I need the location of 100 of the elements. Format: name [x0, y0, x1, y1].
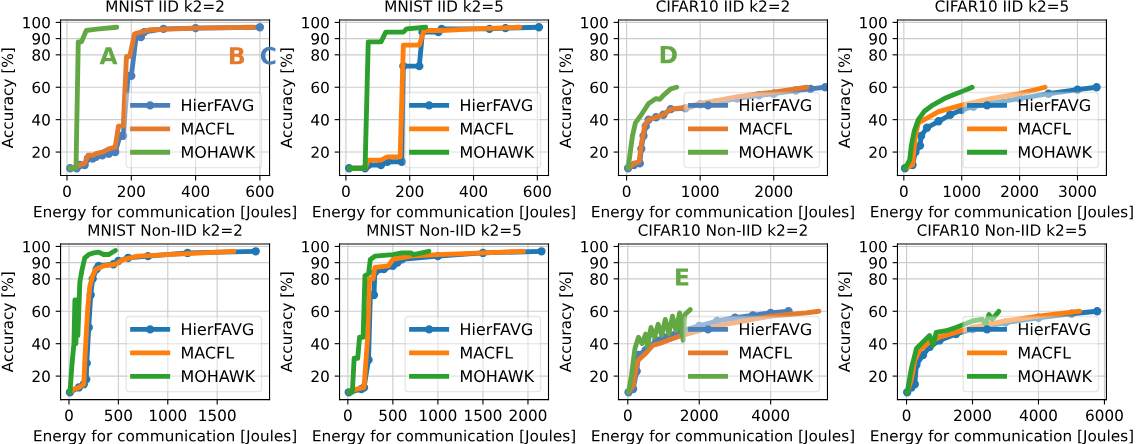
y-tick-label: 90	[311, 257, 329, 269]
legend-label: MACFL	[461, 122, 514, 135]
x-tick-label: 2000	[680, 409, 718, 422]
x-axis-title: Energy for communication [Joules]	[34, 429, 296, 444]
x-tick-label: 0	[63, 185, 71, 198]
y-tick-label: 20	[311, 370, 329, 383]
y-tick-label: 80	[32, 49, 50, 61]
y-axis-title: Accuracy [%]	[1, 48, 17, 149]
x-axis-title: Energy for communication [Joules]	[313, 429, 575, 444]
x-tick-label: 0	[899, 185, 908, 198]
y-tick-label: 40	[590, 114, 608, 126]
legend-label: MOHAWK	[182, 146, 256, 159]
x-tick-label: 1000	[420, 409, 457, 422]
x-tick-label: 1500	[199, 409, 236, 422]
chart-title: CIFAR10 IID k2=2	[656, 0, 789, 12]
x-tick-label: 500	[104, 409, 132, 422]
legend-label: HierFAVG	[461, 98, 532, 112]
x-tick-label: 1000	[943, 185, 981, 198]
legend-label: MOHAWK	[739, 146, 814, 159]
chart-title: MNIST IID k2=2	[106, 0, 224, 12]
y-tick-label: 100	[302, 16, 329, 29]
y-tick-label: 40	[311, 114, 329, 126]
chart-title: MNIST IID k2=5	[385, 0, 503, 12]
legend-label: MACFL	[1018, 346, 1071, 359]
legend-label: HierFAVG	[739, 322, 811, 336]
legend-label: HierFAVG	[182, 98, 253, 112]
x-tick-label: 0	[343, 409, 352, 422]
y-tick-label: 40	[869, 114, 887, 126]
chart-title: CIFAR10 Non-IID k2=5	[917, 224, 1086, 236]
y-tick-label: 100	[860, 240, 887, 253]
y-tick-label: 60	[311, 81, 329, 94]
legend-label: MACFL	[1018, 122, 1071, 135]
legend-label: HierFAVG	[461, 322, 532, 336]
y-tick-label: 80	[590, 49, 608, 61]
x-tick-label: 0	[622, 185, 631, 198]
legend-label: MACFL	[461, 346, 514, 359]
x-tick-label: 1000	[150, 409, 187, 422]
y-tick-label: 40	[32, 114, 50, 126]
y-axis-title: Accuracy [%]	[838, 48, 854, 149]
x-tick-label: 2000	[1001, 185, 1039, 198]
x-tick-label: 500	[379, 409, 407, 422]
y-axis-title: Accuracy [%]	[559, 48, 575, 149]
y-tick-label: 60	[311, 305, 329, 318]
legend-label: MOHAWK	[739, 370, 814, 383]
y-tick-label: 80	[590, 273, 608, 285]
y-tick-label: 60	[32, 305, 50, 318]
y-tick-label: 80	[869, 49, 887, 61]
legend-label: HierFAVG	[1018, 98, 1090, 112]
y-tick-label: 100	[302, 240, 329, 253]
chart-title: MNIST Non-IID k2=2	[88, 224, 242, 236]
x-tick-label: 4000	[1019, 409, 1057, 422]
legend-label: MACFL	[739, 346, 792, 359]
y-tick-label: 100	[581, 16, 608, 29]
x-axis-title: Energy for communication [Joules]	[313, 205, 575, 221]
legend-label: MOHAWK	[1018, 146, 1093, 159]
y-tick-label: 90	[590, 33, 608, 45]
x-tick-label: 200	[396, 185, 424, 198]
y-tick-label: 80	[311, 49, 329, 61]
x-tick-label: 600	[246, 185, 274, 198]
annotation: D	[660, 45, 677, 64]
y-tick-label: 20	[311, 146, 329, 159]
y-tick-label: 100	[581, 240, 608, 253]
y-axis-title: Accuracy [%]	[559, 272, 575, 373]
annotation: A	[99, 47, 118, 65]
x-tick-label: 0	[342, 185, 350, 198]
y-axis-title: Accuracy [%]	[280, 272, 296, 373]
x-tick-label: 2000	[755, 185, 793, 198]
y-tick-label: 90	[869, 257, 887, 269]
x-tick-label: 200	[117, 185, 145, 198]
x-axis-title: Energy for communication [Joules]	[871, 205, 1133, 221]
y-axis-title: Accuracy [%]	[280, 48, 296, 149]
y-tick-label: 40	[590, 338, 608, 350]
legend-label: MACFL	[182, 346, 235, 359]
y-tick-label: 90	[590, 257, 608, 269]
y-tick-label: 80	[869, 273, 887, 285]
chart-title: CIFAR10 IID k2=5	[935, 0, 1068, 12]
y-tick-label: 60	[869, 81, 887, 94]
legend-label: MACFL	[739, 122, 792, 135]
x-axis-title: Energy for communication [Joules]	[592, 429, 854, 444]
y-tick-label: 60	[32, 81, 50, 94]
legend-label: HierFAVG	[182, 322, 253, 336]
chart-title: CIFAR10 Non-IID k2=2	[638, 224, 807, 236]
y-tick-label: 100	[23, 240, 50, 253]
y-axis-title: Accuracy [%]	[838, 272, 854, 373]
legend-label: HierFAVG	[739, 98, 811, 112]
y-tick-label: 100	[23, 16, 50, 29]
y-tick-label: 100	[860, 16, 887, 29]
legend-label: MOHAWK	[461, 146, 535, 159]
x-tick-label: 2000	[509, 409, 547, 422]
x-tick-label: 1000	[682, 185, 719, 198]
y-tick-label: 90	[32, 257, 50, 269]
y-tick-label: 40	[32, 338, 50, 350]
x-tick-label: 600	[523, 185, 551, 198]
y-tick-label: 80	[311, 273, 329, 285]
annotation: E	[676, 268, 689, 286]
x-axis-title: Energy for communication [Joules]	[34, 205, 296, 221]
x-axis-title: Energy for communication [Joules]	[871, 429, 1133, 444]
x-tick-label: 400	[459, 185, 488, 198]
y-tick-label: 60	[590, 81, 608, 94]
y-tick-label: 20	[590, 146, 608, 159]
